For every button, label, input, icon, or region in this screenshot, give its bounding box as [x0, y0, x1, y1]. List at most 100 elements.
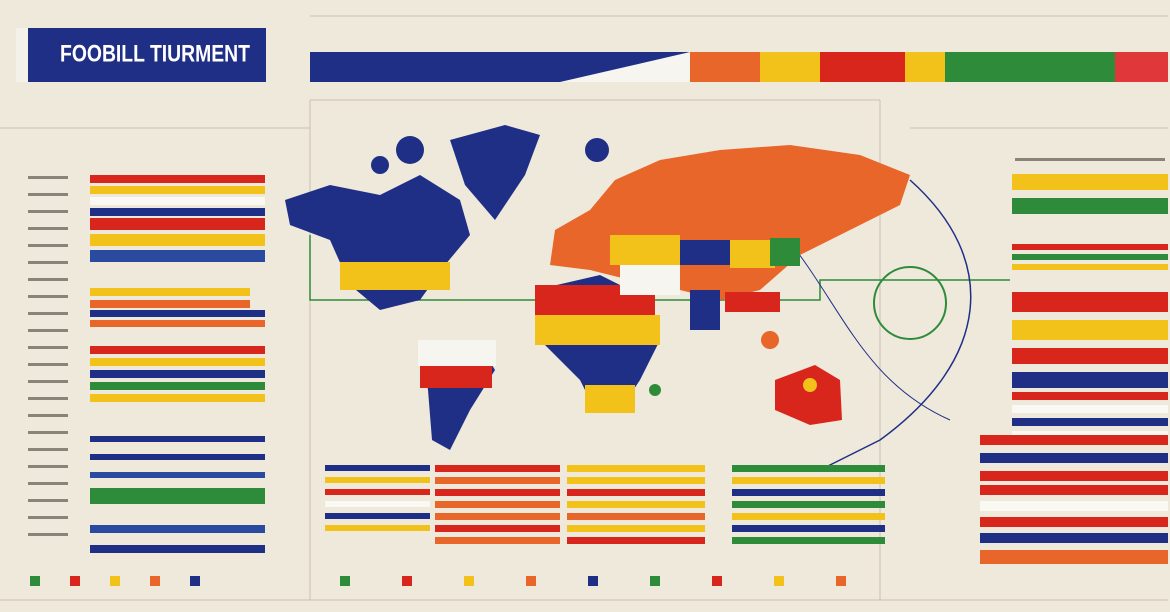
continent-band [610, 235, 680, 265]
stripe [90, 346, 265, 354]
continent-band [680, 240, 730, 265]
continent-band [420, 366, 492, 388]
label-placeholder [28, 533, 68, 536]
legend-swatch [70, 576, 80, 586]
stripe [90, 288, 250, 296]
label-placeholder [28, 516, 68, 519]
stripe [90, 300, 250, 308]
stripe [567, 489, 705, 496]
stripe [1012, 174, 1168, 190]
stripe [980, 453, 1168, 463]
stripe [1012, 198, 1168, 214]
stripe [1012, 292, 1168, 312]
stripe [90, 186, 265, 194]
stripe [1012, 372, 1168, 388]
strip-segment [760, 52, 820, 82]
continent-band [690, 290, 720, 330]
stripe [90, 472, 265, 478]
stripe [325, 489, 430, 495]
strip-segment [560, 52, 690, 82]
stripe [1012, 244, 1168, 250]
stripe [90, 234, 265, 246]
continent-band [585, 385, 635, 413]
stripe [1012, 348, 1168, 364]
continent-band [725, 292, 780, 312]
stripe [567, 477, 705, 484]
label-placeholder [28, 312, 68, 315]
circle [873, 266, 947, 340]
label-placeholder [28, 278, 68, 281]
legend-swatch [464, 576, 474, 586]
stripe [435, 537, 560, 544]
label-placeholder [28, 193, 68, 196]
stripe [90, 525, 265, 533]
stripe [980, 517, 1168, 527]
strip-segment [820, 52, 905, 82]
label-placeholder [28, 482, 68, 485]
stripe [435, 477, 560, 484]
stripe [1012, 392, 1168, 400]
island [803, 378, 817, 392]
title: FOOBILL TIURMENT [60, 40, 250, 67]
world-map [285, 125, 910, 450]
label-placeholder [1015, 158, 1165, 161]
connectors [309, 179, 1010, 471]
stripe [90, 358, 265, 366]
legend-swatch [526, 576, 536, 586]
label-placeholder [28, 397, 68, 400]
stripe [567, 513, 705, 520]
stripe [90, 454, 265, 460]
stripe [732, 537, 885, 544]
strip-segment [945, 52, 1115, 82]
legend-swatch [712, 576, 722, 586]
island [649, 384, 661, 396]
stripe [1012, 264, 1168, 270]
island [371, 156, 389, 174]
legend-swatch [836, 576, 846, 586]
stripe [90, 436, 265, 442]
stripe [325, 501, 430, 507]
arc [819, 179, 972, 471]
stripe [732, 501, 885, 508]
continent-band [340, 262, 450, 290]
stripe [567, 525, 705, 532]
label-placeholder [28, 227, 68, 230]
stripe [90, 320, 265, 327]
stripe [1012, 254, 1168, 260]
stripe [90, 250, 265, 262]
legend-swatch [650, 576, 660, 586]
label-placeholder [28, 244, 68, 247]
label-placeholder [28, 210, 68, 213]
label-placeholder [28, 261, 68, 264]
stripe [567, 465, 705, 472]
stripe [980, 501, 1168, 511]
stripe [325, 477, 430, 483]
label-placeholder [28, 295, 68, 298]
stripe [90, 208, 265, 216]
stripe [435, 513, 560, 520]
stripe [435, 465, 560, 472]
label-placeholder [28, 346, 68, 349]
continent [775, 365, 842, 425]
stripe [567, 537, 705, 544]
legend-swatch [340, 576, 350, 586]
stripe [90, 488, 265, 504]
stripe [90, 545, 265, 553]
stripe [980, 435, 1168, 445]
continent-band [770, 238, 800, 266]
label-placeholder [28, 363, 68, 366]
stripe [732, 465, 885, 472]
stripe [90, 310, 265, 317]
stripe [90, 394, 265, 402]
label-placeholder [28, 448, 68, 451]
strip-segment [905, 52, 945, 82]
label-placeholder [28, 380, 68, 383]
continent-band [620, 265, 680, 295]
stripe [90, 197, 265, 205]
label-placeholder [28, 465, 68, 468]
title-banner [16, 28, 266, 82]
stripe [1012, 418, 1168, 426]
island [761, 331, 779, 349]
stripe [732, 489, 885, 496]
